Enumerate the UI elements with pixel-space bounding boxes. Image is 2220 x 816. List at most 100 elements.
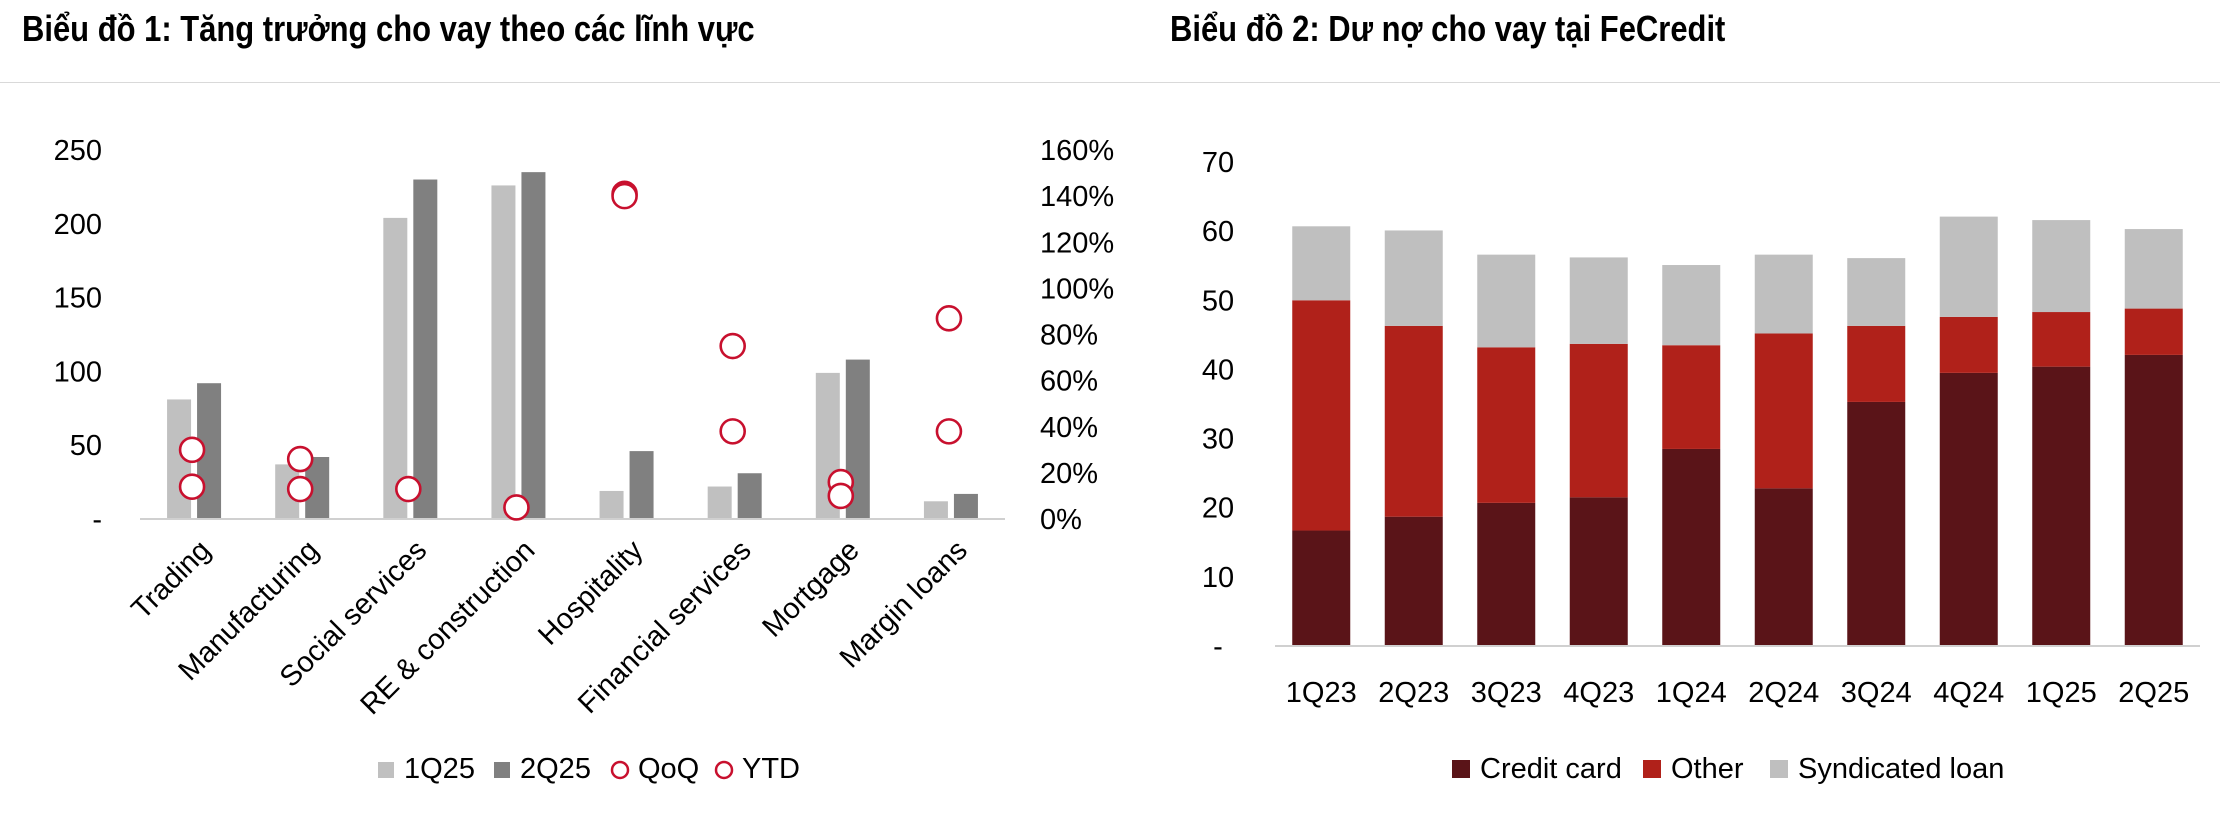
bar-segment-other [1662, 345, 1721, 449]
quarter-label: 4Q23 [1563, 677, 1634, 709]
chart2-title: Biểu đồ 2: Dư nợ cho vay tại FeCredit [1170, 8, 1726, 49]
legend-ytd-swatch [714, 760, 734, 780]
bar-2q25 [737, 473, 762, 519]
bar-1q25 [599, 490, 624, 519]
legend-1q25-label: 1Q25 [404, 753, 475, 785]
bar-segment-credit-card [1569, 497, 1628, 646]
bar-segment-syndicated-loan [2124, 229, 2183, 309]
legend-2q25-label: 2Q25 [520, 753, 591, 785]
y-axis-tick-label: 70 [1202, 147, 1234, 179]
legend-syndicated-loan-label: Syndicated loan [1798, 753, 2004, 785]
bar-segment-credit-card [1292, 530, 1351, 646]
bar-2q25 [413, 179, 438, 519]
legend-credit-card-swatch [1452, 760, 1470, 778]
legend-qoq-swatch [610, 760, 630, 780]
quarter-label: 1Q24 [1656, 677, 1727, 709]
bar-segment-other [1847, 325, 1906, 402]
bar-2q25 [629, 451, 654, 519]
bar-1q25 [383, 217, 408, 519]
y-axis-tick-label: 50 [1202, 285, 1234, 317]
chart1-title: Biểu đồ 1: Tăng trưởng cho vay theo các … [22, 8, 755, 49]
right-axis-tick-label: 100% [1040, 273, 1114, 305]
right-axis-tick-label: 0% [1040, 504, 1082, 536]
legend-1q25-swatch [378, 762, 394, 778]
quarter-label: 1Q23 [1286, 677, 1357, 709]
qoq-marker [935, 418, 963, 445]
bar-segment-syndicated-loan [1569, 257, 1628, 344]
qoq-marker [286, 475, 314, 503]
left-axis-tick-label: 250 [54, 135, 102, 167]
bar-segment-credit-card [1384, 516, 1443, 646]
bar-segment-credit-card [1754, 488, 1813, 646]
quarter-label: 4Q24 [1933, 677, 2004, 709]
quarter-label: 2Q25 [2118, 677, 2189, 709]
right-axis-tick-label: 60% [1040, 366, 1098, 398]
ytd-marker [286, 445, 314, 473]
y-axis-tick-label: 10 [1202, 562, 1234, 594]
header-divider [0, 82, 2220, 83]
quarter-label: 3Q24 [1841, 677, 1912, 709]
bar-segment-syndicated-loan [1384, 230, 1443, 326]
quarter-label: 1Q25 [2026, 677, 2097, 709]
bar-segment-syndicated-loan [1847, 258, 1906, 326]
bar-1q25 [923, 501, 948, 519]
left-axis-tick-label: 100 [54, 356, 102, 388]
left-axis-tick-label: 50 [70, 430, 102, 462]
bar-segment-syndicated-loan [1662, 265, 1721, 346]
legend-qoq-label: QoQ [638, 753, 699, 785]
legend-credit-card-label: Credit card [1480, 753, 1622, 785]
right-axis-tick-label: 120% [1040, 227, 1114, 259]
quarter-label: 3Q23 [1471, 677, 1542, 709]
right-axis-tick-label: 20% [1040, 458, 1098, 490]
bar-segment-other [1477, 347, 1536, 503]
legend-ytd-label: YTD [742, 753, 800, 785]
legend-syndicated-loan-swatch [1770, 760, 1788, 778]
bar-segment-credit-card [1939, 372, 1998, 646]
left-axis-tick-label: 150 [54, 283, 102, 315]
qoq-marker [611, 182, 638, 210]
left-axis-tick-label: 200 [54, 209, 102, 241]
right-axis-tick-label: 140% [1040, 181, 1114, 213]
right-axis-tick-label: 80% [1040, 320, 1098, 352]
bar-1q25 [491, 185, 516, 519]
bar-2q25 [521, 172, 546, 519]
bar-segment-other [1754, 333, 1813, 489]
bar-segment-credit-card [1662, 448, 1721, 646]
qoq-marker [178, 473, 206, 501]
legend-other-label: Other [1671, 753, 1744, 785]
bar-segment-syndicated-loan [2032, 220, 2091, 313]
bar-segment-credit-card [2032, 366, 2091, 646]
bar-segment-syndicated-loan [1939, 216, 1998, 317]
ytd-marker [178, 436, 206, 464]
bar-segment-syndicated-loan [1477, 254, 1536, 348]
bar-segment-credit-card [1847, 401, 1906, 646]
bar-2q25 [953, 493, 978, 519]
quarter-label: 2Q24 [1748, 677, 1819, 709]
legend-2q25-swatch [494, 762, 510, 778]
y-axis-tick-label: 40 [1202, 354, 1234, 386]
ytd-marker [719, 332, 746, 360]
bar-1q25 [707, 486, 732, 519]
bar-segment-credit-card [1477, 502, 1536, 646]
quarter-label: 2Q23 [1378, 677, 1449, 709]
right-axis-tick-label: 40% [1040, 412, 1098, 444]
ytd-marker [503, 494, 530, 521]
bar-segment-other [1939, 316, 1998, 373]
bar-segment-other [2032, 312, 2091, 367]
left-axis-tick-label: - [92, 504, 102, 536]
y-axis-tick-label: 60 [1202, 216, 1234, 248]
bar-segment-other [1292, 300, 1351, 531]
y-axis-tick-label: 30 [1202, 424, 1234, 456]
bar-segment-other [1384, 325, 1443, 517]
qoq-marker [719, 418, 746, 445]
bar-segment-syndicated-loan [1292, 226, 1351, 301]
bar-segment-credit-card [2124, 354, 2183, 646]
legend-other-swatch [1643, 760, 1661, 778]
right-axis-tick-label: 160% [1040, 135, 1114, 167]
ytd-marker [935, 305, 963, 332]
bar-segment-syndicated-loan [1754, 254, 1813, 334]
ytd-marker [395, 475, 422, 503]
y-axis-tick-label: - [1213, 631, 1223, 663]
bar-segment-other [2124, 308, 2183, 355]
